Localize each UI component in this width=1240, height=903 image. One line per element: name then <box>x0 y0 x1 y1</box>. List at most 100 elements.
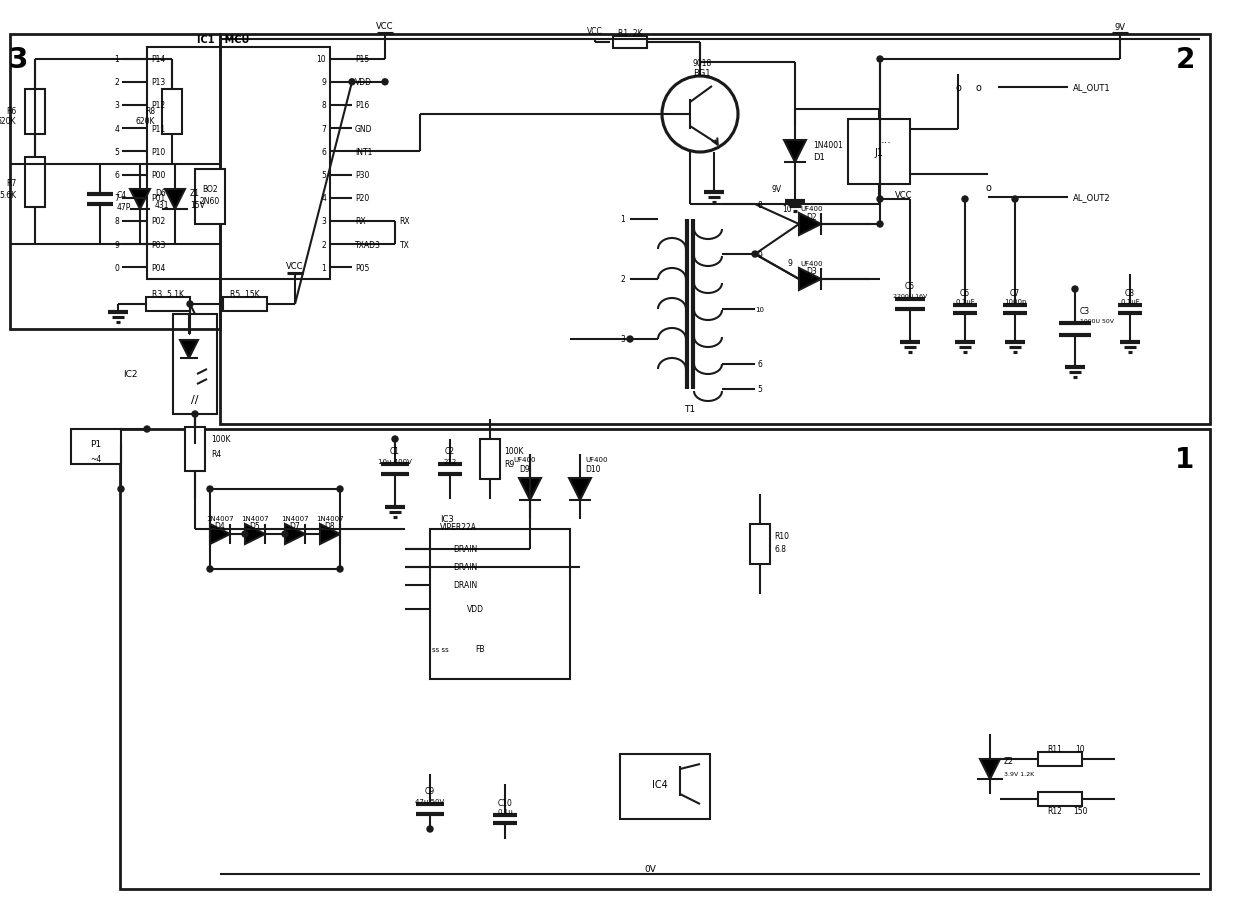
Text: 2: 2 <box>620 275 625 284</box>
Text: 4: 4 <box>114 125 119 134</box>
Text: 9018: 9018 <box>692 59 712 68</box>
Text: R1  2K: R1 2K <box>618 30 642 39</box>
Text: 0: 0 <box>114 264 119 273</box>
Text: IC4: IC4 <box>652 779 668 789</box>
Text: C8: C8 <box>1125 289 1135 298</box>
Text: 8: 8 <box>758 200 763 209</box>
Text: RX: RX <box>355 218 366 227</box>
Text: VIPER22A: VIPER22A <box>440 523 477 532</box>
Circle shape <box>1012 197 1018 203</box>
Text: 1N4007: 1N4007 <box>242 516 269 521</box>
Text: INT1: INT1 <box>355 148 372 157</box>
Text: DRAIN: DRAIN <box>453 563 477 572</box>
Text: 1: 1 <box>620 215 625 224</box>
Polygon shape <box>980 759 999 779</box>
Text: VCC: VCC <box>587 27 603 36</box>
Text: ~4: ~4 <box>91 455 102 464</box>
Text: 47u 50V: 47u 50V <box>415 798 445 804</box>
Circle shape <box>281 531 288 537</box>
Bar <box>613 37 647 49</box>
Text: o: o <box>975 83 981 93</box>
Text: VCC: VCC <box>286 262 304 271</box>
Text: R9: R9 <box>503 460 515 469</box>
Text: 2: 2 <box>1176 46 1194 74</box>
Text: 8: 8 <box>321 101 326 110</box>
Text: 1000p: 1000p <box>1004 299 1027 304</box>
Text: 10: 10 <box>316 55 326 64</box>
Text: UF400: UF400 <box>513 457 536 462</box>
Text: R5  15K: R5 15K <box>231 290 260 299</box>
Text: 1000U 50V: 1000U 50V <box>1080 319 1114 324</box>
Text: 9: 9 <box>114 240 119 249</box>
Bar <box>71 430 122 464</box>
Text: 3: 3 <box>620 335 625 344</box>
Text: 3.9V 1.2K: 3.9V 1.2K <box>1004 772 1034 777</box>
Text: IC3: IC3 <box>440 515 454 524</box>
Circle shape <box>118 487 124 492</box>
Text: VDD: VDD <box>466 605 484 614</box>
Text: R12: R12 <box>1048 806 1063 815</box>
Text: C1: C1 <box>391 447 401 456</box>
Text: 0.1uF: 0.1uF <box>955 299 975 304</box>
Text: P15: P15 <box>355 55 370 64</box>
Bar <box>620 754 711 819</box>
Text: D2: D2 <box>807 212 817 221</box>
Text: ...: ... <box>880 135 892 144</box>
Text: 431: 431 <box>155 200 170 209</box>
Circle shape <box>1073 286 1078 293</box>
Text: 6: 6 <box>114 171 119 180</box>
Text: R11: R11 <box>1048 745 1063 754</box>
Bar <box>148 48 330 280</box>
Text: UF400: UF400 <box>585 457 608 462</box>
Text: P01: P01 <box>151 194 165 203</box>
Text: C5: C5 <box>905 282 915 291</box>
Text: TX: TX <box>401 240 410 249</box>
Text: 9: 9 <box>321 79 326 88</box>
Text: 5: 5 <box>758 385 763 394</box>
Text: P10: P10 <box>151 148 165 157</box>
Text: 10: 10 <box>1075 745 1085 754</box>
Text: DRAIN: DRAIN <box>453 581 477 590</box>
Text: AL_OUT1: AL_OUT1 <box>1073 83 1111 92</box>
Bar <box>1038 752 1083 766</box>
Bar <box>10 35 219 330</box>
Text: P05: P05 <box>355 264 370 273</box>
Text: T1: T1 <box>684 405 696 414</box>
Text: P11: P11 <box>151 125 165 134</box>
Circle shape <box>144 426 150 433</box>
Text: 4: 4 <box>321 194 326 203</box>
Polygon shape <box>180 340 198 358</box>
Text: BO2: BO2 <box>202 185 218 194</box>
Bar <box>162 90 182 135</box>
Circle shape <box>207 487 213 492</box>
Text: 1N4007: 1N4007 <box>206 516 234 521</box>
Text: o: o <box>955 83 961 93</box>
Polygon shape <box>569 479 591 500</box>
Bar <box>25 90 45 135</box>
Text: DRAIN: DRAIN <box>453 545 477 554</box>
Text: VDD: VDD <box>355 79 372 88</box>
Text: 1N4007: 1N4007 <box>281 516 309 521</box>
Bar <box>750 525 770 564</box>
Circle shape <box>962 197 968 203</box>
Text: 47P: 47P <box>117 202 131 211</box>
Text: D9: D9 <box>520 465 531 474</box>
Bar <box>223 298 267 312</box>
Text: R8: R8 <box>145 107 155 116</box>
Bar <box>848 120 910 185</box>
Text: Z1: Z1 <box>190 189 200 197</box>
Text: 9V: 9V <box>773 185 782 194</box>
Text: BG1: BG1 <box>693 69 711 78</box>
Bar <box>430 529 570 679</box>
Text: 2200U 16V: 2200U 16V <box>893 294 928 299</box>
Bar <box>219 35 1210 424</box>
Text: 6: 6 <box>758 360 763 369</box>
Text: 1N4001: 1N4001 <box>813 142 843 150</box>
Polygon shape <box>130 190 150 209</box>
Polygon shape <box>210 525 229 545</box>
Text: D7: D7 <box>290 522 300 531</box>
Text: GND: GND <box>355 125 372 134</box>
Text: C6: C6 <box>960 289 970 298</box>
Text: 1: 1 <box>321 264 326 273</box>
Text: R10: R10 <box>774 532 789 541</box>
